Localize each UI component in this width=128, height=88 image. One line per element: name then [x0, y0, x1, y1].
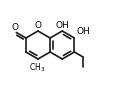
Text: CH$_3$: CH$_3$: [29, 62, 45, 74]
Text: O: O: [11, 23, 18, 32]
Text: OH: OH: [55, 21, 69, 29]
Text: OH: OH: [76, 27, 90, 37]
Text: O: O: [35, 21, 41, 29]
